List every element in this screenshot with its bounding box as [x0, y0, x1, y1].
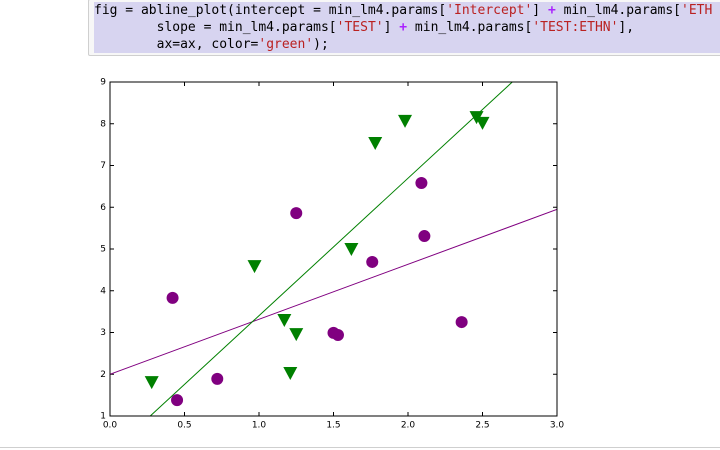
code-cell[interactable]: fig = abline_plot(intercept = min_lm4.pa… [88, 0, 720, 56]
code-token: 'ETH [681, 3, 713, 18]
code-token: slope = min_lm4.params[ [94, 20, 337, 35]
point [277, 313, 292, 327]
code-token: 'TEST:ETHN' [532, 20, 619, 35]
point [166, 291, 179, 304]
point [331, 329, 344, 342]
divider [0, 447, 720, 448]
point [366, 255, 379, 268]
code-token: ] [532, 3, 548, 18]
point [398, 114, 413, 128]
point [344, 243, 359, 256]
y-tick-label: 4 [100, 286, 106, 296]
x-tick-label: 2.0 [401, 421, 416, 431]
x-tick-label: 1.5 [326, 421, 340, 431]
code-token: ax=ax, color= [94, 37, 259, 52]
code-token: + [399, 20, 408, 35]
code-token: min_lm4.params[ [555, 3, 682, 18]
fit-line [149, 82, 513, 416]
y-tick-label: 5 [100, 245, 106, 255]
code-token: 'green' [258, 37, 314, 52]
point [368, 136, 383, 150]
point [283, 366, 298, 380]
y-tick-label: 1 [100, 412, 106, 422]
y-tick-label: 7 [100, 161, 106, 171]
y-tick-label: 8 [100, 119, 106, 129]
code-line: ax=ax, color='green'); [94, 36, 720, 53]
plot-frame [109, 81, 558, 417]
y-tick-label: 9 [100, 78, 106, 88]
y-tick-label: 2 [100, 370, 106, 380]
code-line: slope = min_lm4.params['TEST'] + min_lm4… [94, 19, 720, 36]
point [211, 372, 224, 385]
code-token: 'TEST' [336, 20, 384, 35]
x-tick-label: 0.5 [177, 421, 191, 431]
code-line: fig = abline_plot(intercept = min_lm4.pa… [94, 2, 720, 19]
code-token: 'Intercept' [446, 3, 533, 18]
point [455, 316, 468, 329]
x-tick-label: 1.0 [252, 421, 267, 431]
point [171, 394, 184, 407]
code-token: ] [383, 20, 400, 35]
point [415, 177, 428, 190]
code-token: ], [618, 20, 635, 35]
point [289, 328, 304, 342]
y-tick-label: 6 [100, 203, 106, 213]
point [290, 207, 303, 220]
x-tick-label: 0.0 [103, 421, 118, 431]
point [247, 260, 262, 274]
code-token: fig = abline_plot(intercept = min_lm4.pa… [94, 3, 447, 18]
x-tick-label: 3.0 [550, 421, 565, 431]
code-token: ); [313, 37, 329, 52]
fit-line [110, 208, 557, 375]
y-tick-label: 3 [100, 328, 106, 338]
x-tick-label: 2.5 [475, 421, 489, 431]
code-token: + [547, 3, 556, 18]
point [144, 376, 159, 390]
point [418, 230, 431, 243]
code-token: min_lm4.params[ [407, 20, 533, 35]
point [475, 116, 490, 130]
